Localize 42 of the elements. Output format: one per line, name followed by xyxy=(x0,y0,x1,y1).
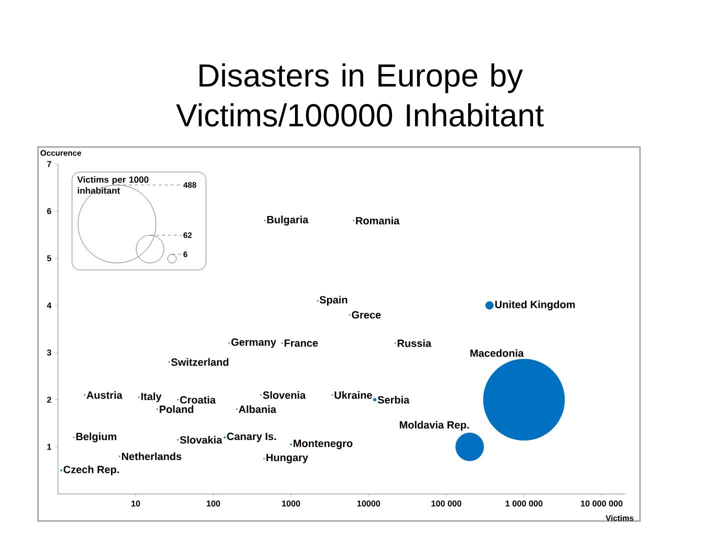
x-tick-label: 10 000 000 xyxy=(580,500,622,506)
y-tick-label: 2 xyxy=(47,396,52,403)
series-label: Slovakia xyxy=(180,436,222,444)
series-label: Montenegro xyxy=(294,440,352,450)
series-label: Russia xyxy=(398,339,432,347)
series-label: Italy xyxy=(141,392,162,402)
x-tick-label: 100 xyxy=(206,500,220,506)
series-label: Grece xyxy=(352,311,381,319)
series-label: Ukraine xyxy=(334,391,372,399)
series-label: Bulgaria xyxy=(267,216,308,226)
y-tick-label: 5 xyxy=(47,255,52,262)
y-tick-label: 7 xyxy=(47,161,52,167)
series-label: Hungary xyxy=(266,454,308,464)
y-tick-label: 6 xyxy=(47,208,52,214)
y-tick-label: 1 xyxy=(47,444,52,450)
series-label: Belgium xyxy=(76,432,116,442)
series-label: Albania xyxy=(238,405,276,413)
legend-title: Victims per 1000 inhabitant xyxy=(77,176,148,194)
x-tick-label: 10000 xyxy=(357,500,380,506)
series-label: Czech Rep. xyxy=(64,466,119,476)
series-label: Croatia xyxy=(180,396,216,404)
series-label: Austria xyxy=(86,391,122,399)
series-label: Romania xyxy=(356,216,400,224)
series-label: Netherlands xyxy=(122,452,182,460)
chart-title: Disasters in Europe by Victims/100000 Inhabitant xyxy=(176,63,544,127)
series-label: Poland xyxy=(160,405,194,413)
series-label: Slovenia xyxy=(262,391,306,399)
series-label: Macedonia xyxy=(470,349,524,357)
series-label: United Kingdom xyxy=(495,300,575,310)
y-tick-label: 4 xyxy=(46,302,52,308)
series-label: France xyxy=(284,339,318,347)
series-label: Canary Is. xyxy=(227,432,276,442)
x-tick-label: 1 000 000 xyxy=(506,500,542,506)
x-tick-label: 10 xyxy=(131,500,140,506)
series-label: Spain xyxy=(320,296,348,306)
x-tick-label: 100 000 xyxy=(432,500,462,506)
series-label: Moldavia Rep. xyxy=(400,420,469,431)
series-label: Serbia xyxy=(378,396,410,404)
series-label: Switzerland xyxy=(171,358,228,366)
series-label: Germany xyxy=(231,338,276,348)
x-tick-label: 1000 xyxy=(282,500,300,506)
y-tick-label: 3 xyxy=(46,350,52,356)
